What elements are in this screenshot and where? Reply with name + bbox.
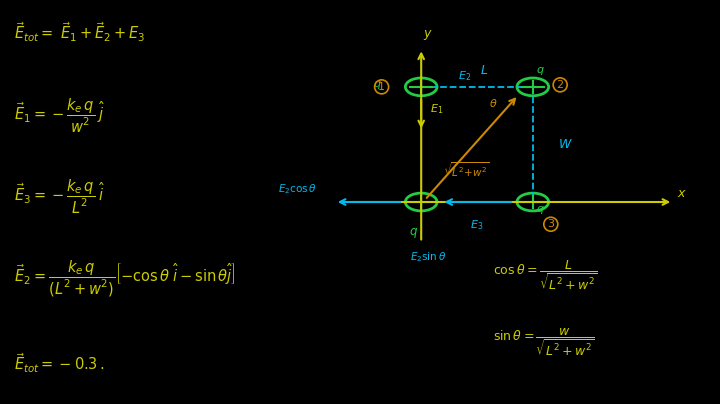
Text: $q$: $q$	[373, 79, 382, 91]
Text: $\vec{E}_1 = -\dfrac{k_e\,q}{w^2}\;\hat{j}$: $\vec{E}_1 = -\dfrac{k_e\,q}{w^2}\;\hat{…	[14, 97, 106, 135]
Text: $\vec{E}_3 = -\dfrac{k_e\,q}{L^2}\;\hat{i}$: $\vec{E}_3 = -\dfrac{k_e\,q}{L^2}\;\hat{…	[14, 178, 106, 216]
Text: $x$: $x$	[677, 187, 687, 200]
Text: $q$: $q$	[410, 226, 418, 240]
Text: 3: 3	[547, 219, 554, 229]
Text: $q$: $q$	[536, 65, 545, 77]
Text: $E_2\sin\theta$: $E_2\sin\theta$	[410, 250, 446, 264]
Text: $E_2$: $E_2$	[459, 69, 472, 83]
Text: 2: 2	[557, 80, 564, 90]
Text: $W$: $W$	[558, 138, 572, 151]
Text: $\vec{E}_2 = \dfrac{k_e\,q}{(L^2+w^2)}\left[-\cos\theta\;\hat{i} - \sin\theta\ha: $\vec{E}_2 = \dfrac{k_e\,q}{(L^2+w^2)}\l…	[14, 259, 236, 299]
Text: $E_2\cos\theta$: $E_2\cos\theta$	[278, 182, 317, 196]
Text: $\sqrt{L^2\!+\!w^2}$: $\sqrt{L^2\!+\!w^2}$	[443, 161, 490, 179]
Text: $E_1$: $E_1$	[430, 102, 443, 116]
Text: $\cos\theta = \dfrac{L}{\sqrt{L^2+w^2}}$: $\cos\theta = \dfrac{L}{\sqrt{L^2+w^2}}$	[493, 259, 598, 292]
Text: $\vec{E}_{tot} = \;\vec{E}_1 + \vec{E}_2 + E_3$: $\vec{E}_{tot} = \;\vec{E}_1 + \vec{E}_2…	[14, 20, 146, 44]
Text: $L$: $L$	[480, 64, 488, 77]
Text: $E_3$: $E_3$	[470, 218, 484, 232]
Text: $q$: $q$	[536, 204, 545, 216]
Text: $\sin\theta = \dfrac{w}{\sqrt{L^2+w^2}}$: $\sin\theta = \dfrac{w}{\sqrt{L^2+w^2}}$	[493, 327, 595, 360]
Text: 1: 1	[378, 82, 385, 92]
Text: $y$: $y$	[423, 28, 433, 42]
Text: $\theta$: $\theta$	[489, 97, 498, 109]
Text: $\vec{E}_{tot} = -0.3\,.$: $\vec{E}_{tot} = -0.3\,.$	[14, 351, 105, 375]
